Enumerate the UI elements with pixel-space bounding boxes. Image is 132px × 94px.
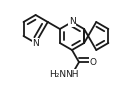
Text: O: O — [89, 58, 96, 67]
Text: NH: NH — [65, 70, 79, 79]
Text: H₂N: H₂N — [50, 70, 67, 79]
Text: N: N — [69, 17, 75, 27]
Text: N: N — [32, 39, 39, 47]
